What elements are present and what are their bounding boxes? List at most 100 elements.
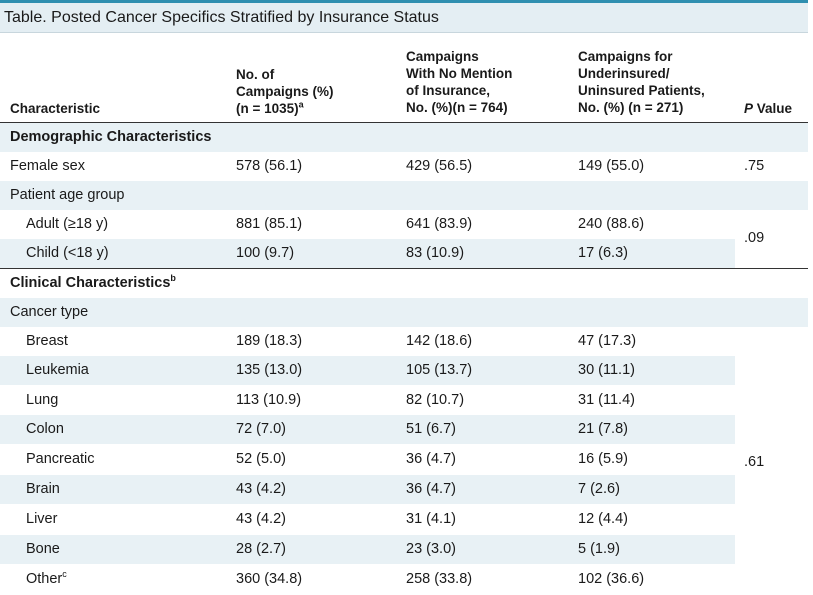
cell-campaigns: 360 (34.8) bbox=[236, 571, 303, 587]
header-p-italic: P bbox=[744, 101, 754, 116]
section-row-demographic: Demographic Characteristics bbox=[0, 123, 808, 152]
row-label: Adult (≥18 y) bbox=[26, 216, 109, 232]
row-label: Breast bbox=[26, 333, 68, 349]
cell-underinsured: 31 (11.4) bbox=[578, 392, 635, 408]
cell-campaigns: 881 (85.1) bbox=[236, 216, 303, 232]
header-campaigns-line2: Campaigns (%) bbox=[236, 84, 334, 99]
header-underinsured: Campaigns for Underinsured/ Uninsured Pa… bbox=[578, 48, 705, 116]
cell-underinsured: 149 (55.0) bbox=[578, 158, 645, 174]
header-underinsured-line1: Campaigns for bbox=[578, 49, 673, 64]
cell-campaigns: 100 (9.7) bbox=[236, 245, 295, 261]
cell-no-mention: 82 (10.7) bbox=[406, 392, 465, 408]
p-value-cell-cancer: .61 bbox=[735, 327, 808, 595]
row-label: Pancreatic bbox=[26, 451, 95, 467]
table-row-cancer: Bone 28 (2.7) 23 (3.0) 5 (1.9) bbox=[0, 535, 808, 564]
row-label: Otherc bbox=[26, 569, 67, 587]
cell-campaigns: 578 (56.1) bbox=[236, 158, 303, 174]
row-label: Female sex bbox=[10, 158, 85, 174]
table-row-cancer: Pancreatic 52 (5.0) 36 (4.7) 16 (5.9) bbox=[0, 445, 808, 474]
header-underinsured-line3: Uninsured Patients, bbox=[578, 83, 705, 98]
row-label: Bone bbox=[26, 541, 60, 557]
cell-underinsured: 240 (88.6) bbox=[578, 216, 645, 232]
row-label: Child (<18 y) bbox=[26, 245, 109, 261]
header-no-mention-line1: Campaigns bbox=[406, 49, 479, 64]
row-label: Colon bbox=[26, 421, 64, 437]
cell-underinsured: 47 (17.3) bbox=[578, 333, 637, 349]
table-row-cancer: Breast 189 (18.3) 142 (18.6) 47 (17.3) bbox=[0, 327, 808, 356]
table-row-cancer: Otherc 360 (34.8) 258 (33.8) 102 (36.6) bbox=[0, 565, 808, 594]
cell-campaigns: 43 (4.2) bbox=[236, 511, 286, 527]
footnote-c: c bbox=[62, 569, 67, 580]
p-value-cancer: .61 bbox=[744, 454, 765, 470]
table-row-cancer: Leukemia 135 (13.0) 105 (13.7) 30 (11.1) bbox=[0, 356, 808, 385]
cell-no-mention: 258 (33.8) bbox=[406, 571, 473, 587]
cell-campaigns: 135 (13.0) bbox=[236, 362, 303, 378]
row-label: Brain bbox=[26, 481, 60, 497]
footnote-b: b bbox=[170, 273, 176, 284]
cell-campaigns: 72 (7.0) bbox=[236, 421, 286, 437]
cell-underinsured: 17 (6.3) bbox=[578, 245, 628, 261]
cell-campaigns: 113 (10.9) bbox=[236, 392, 302, 408]
header-p-value: P Value bbox=[744, 100, 792, 117]
table-row-cancer: Brain 43 (4.2) 36 (4.7) 7 (2.6) bbox=[0, 475, 808, 504]
header-underinsured-line2: Underinsured/ bbox=[578, 66, 670, 81]
section-row-clinical: Clinical Characteristicsb bbox=[0, 268, 808, 298]
header-campaigns: No. of Campaigns (%) (n = 1035)a bbox=[236, 66, 334, 117]
header-rule bbox=[0, 122, 808, 123]
section-clinical-label: Clinical Characteristics bbox=[10, 275, 171, 291]
section-demographic: Demographic Characteristics bbox=[10, 129, 212, 145]
cell-no-mention: 429 (56.5) bbox=[406, 158, 473, 174]
p-value-age: .09 bbox=[744, 230, 765, 246]
footnote-a: a bbox=[298, 99, 304, 110]
p-value-cell-age: .09 bbox=[735, 210, 808, 268]
cell-underinsured: 102 (36.6) bbox=[578, 571, 645, 587]
section-clinical: Clinical Characteristicsb bbox=[10, 273, 176, 291]
cell-underinsured: 7 (2.6) bbox=[578, 481, 620, 497]
table-row-cancer: Lung 113 (10.9) 82 (10.7) 31 (11.4) bbox=[0, 386, 808, 415]
header-no-mention-line3: of Insurance, bbox=[406, 83, 491, 98]
cell-underinsured: 21 (7.8) bbox=[578, 421, 628, 437]
cell-campaigns: 189 (18.3) bbox=[236, 333, 303, 349]
cell-no-mention: 83 (10.9) bbox=[406, 245, 465, 261]
row-label-other: Other bbox=[26, 571, 63, 587]
cell-no-mention: 23 (3.0) bbox=[406, 541, 456, 557]
row-label: Cancer type bbox=[10, 304, 89, 320]
cell-no-mention: 31 (4.1) bbox=[406, 511, 456, 527]
cell-underinsured: 12 (4.4) bbox=[578, 511, 628, 527]
table-row-cancer-type: Cancer type bbox=[0, 298, 808, 327]
table-row-adult: Adult (≥18 y) 881 (85.1) 641 (83.9) 240 … bbox=[0, 210, 808, 239]
cell-underinsured: 5 (1.9) bbox=[578, 541, 620, 557]
header-campaigns-n: (n = 1035) bbox=[236, 101, 299, 116]
cell-campaigns: 52 (5.0) bbox=[236, 451, 286, 467]
cell-campaigns: 28 (2.7) bbox=[236, 541, 286, 557]
header-underinsured-line4: No. (%) (n = 271) bbox=[578, 100, 684, 115]
cell-p-value: .75 bbox=[744, 158, 765, 174]
header-characteristic: Characteristic bbox=[10, 101, 101, 116]
cell-no-mention: 36 (4.7) bbox=[406, 481, 456, 497]
table-row-age-group: Patient age group bbox=[0, 181, 808, 210]
table-row-cancer: Colon 72 (7.0) 51 (6.7) 21 (7.8) bbox=[0, 415, 808, 444]
cell-no-mention: 51 (6.7) bbox=[406, 421, 456, 437]
header-campaigns-line3: (n = 1035)a bbox=[236, 100, 334, 117]
cell-campaigns: 43 (4.2) bbox=[236, 481, 286, 497]
table-row-cancer: Liver 43 (4.2) 31 (4.1) 12 (4.4) bbox=[0, 505, 808, 534]
cell-underinsured: 30 (11.1) bbox=[578, 362, 635, 378]
row-label: Liver bbox=[26, 511, 58, 527]
cell-no-mention: 36 (4.7) bbox=[406, 451, 456, 467]
cell-no-mention: 641 (83.9) bbox=[406, 216, 473, 232]
row-label: Patient age group bbox=[10, 187, 125, 203]
table-title: Table. Posted Cancer Specifics Stratifie… bbox=[4, 9, 439, 26]
table-row-child: Child (<18 y) 100 (9.7) 83 (10.9) 17 (6.… bbox=[0, 239, 808, 268]
cell-underinsured: 16 (5.9) bbox=[578, 451, 628, 467]
header-no-mention-line2: With No Mention bbox=[406, 66, 513, 81]
table-row-female: Female sex 578 (56.1) 429 (56.5) 149 (55… bbox=[0, 152, 808, 181]
row-label: Lung bbox=[26, 392, 59, 408]
header-no-mention-line4: No. (%)(n = 764) bbox=[406, 100, 508, 115]
header-campaigns-line1: No. of bbox=[236, 67, 275, 82]
title-bar: Table. Posted Cancer Specifics Stratifie… bbox=[0, 0, 808, 33]
header-p-rest: Value bbox=[753, 101, 793, 116]
cell-no-mention: 105 (13.7) bbox=[406, 362, 473, 378]
row-label: Leukemia bbox=[26, 362, 89, 378]
header-no-mention: Campaigns With No Mention of Insurance, … bbox=[406, 48, 512, 116]
cell-no-mention: 142 (18.6) bbox=[406, 333, 473, 349]
